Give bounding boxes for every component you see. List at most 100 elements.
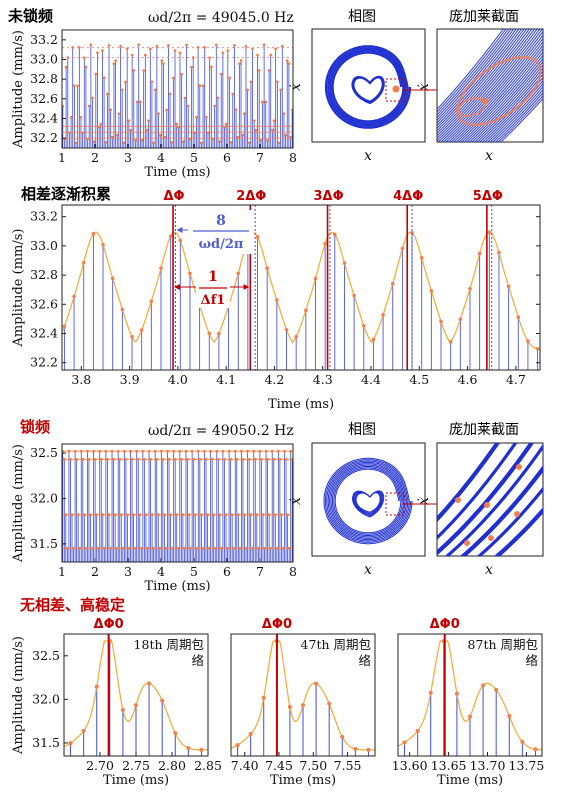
plot-area (62, 43, 293, 148)
x-tick-label: 7.45 (265, 758, 293, 773)
sample-point (199, 513, 203, 517)
poincare-point (464, 540, 470, 546)
x-tick-label: 4.4 (361, 372, 381, 387)
poincare-point (392, 85, 400, 93)
y-axis-label: Amplitude (mm/s) (11, 636, 26, 755)
sample-point (285, 59, 289, 63)
sample-point (162, 62, 165, 66)
sample-point (181, 140, 185, 143)
sample-point (221, 449, 225, 453)
sample-point (72, 84, 76, 88)
poincare-trajectory (440, 29, 541, 142)
sample-point (477, 251, 482, 256)
sample-point (390, 281, 395, 286)
sample-point (101, 513, 105, 517)
y-tick-label: 32.5 (30, 445, 58, 460)
sample-point (278, 457, 282, 461)
sample-point (173, 49, 177, 53)
phase-portrait-unlocked: xẋ (288, 28, 438, 164)
sample-point (193, 513, 197, 517)
sample-point (506, 284, 511, 289)
poincare-trajectory (437, 29, 520, 127)
sample-point (147, 119, 151, 123)
sample-point (214, 43, 218, 47)
plot-frame (230, 633, 376, 757)
sample-point (62, 104, 65, 108)
poincare-area (437, 29, 543, 142)
y-tick-label: 32.8 (30, 71, 58, 86)
poincare-trajectory (437, 29, 510, 116)
sample-point (120, 88, 124, 92)
sample-point (266, 457, 270, 461)
section-title-stable: 无相差、高稳定 (19, 596, 125, 614)
sample-point (199, 747, 204, 752)
sample-point (400, 246, 405, 251)
poincare-trajectory (497, 94, 543, 142)
sample-point (173, 457, 177, 461)
sample-point (287, 704, 292, 709)
x-tick-label: 2.80 (158, 758, 186, 773)
sample-point (218, 513, 222, 517)
sample-point (107, 513, 111, 517)
sample-point (73, 449, 77, 453)
poincare-trajectory (437, 443, 535, 556)
sample-point (78, 546, 82, 550)
sample-point (75, 457, 79, 461)
sample-point (269, 546, 273, 550)
poincare-trajectory (486, 82, 543, 142)
sample-point (109, 108, 113, 112)
sample-point (101, 49, 104, 53)
sample-point (200, 141, 203, 145)
sample-point (254, 128, 258, 132)
envelope-label: 络 (358, 653, 371, 668)
sample-point (481, 683, 486, 688)
envelope-label: 络 (525, 653, 538, 668)
phase-inner-loop (352, 76, 384, 103)
sample-point (283, 449, 287, 453)
x-tick-label: 6 (223, 150, 231, 165)
poincare-trajectory (460, 465, 543, 556)
phase-trajectory (334, 468, 402, 534)
sample-point (284, 133, 287, 137)
sample-point (231, 92, 235, 96)
sample-point (520, 739, 525, 744)
sample-point (352, 293, 356, 298)
sample-point (186, 104, 190, 108)
sample-point (99, 457, 103, 461)
poincare-point (484, 502, 490, 508)
sample-point (327, 701, 332, 706)
x-tick-label: 4.2 (264, 372, 284, 387)
sample-point (468, 286, 472, 291)
sample-point (115, 546, 119, 550)
sample-point (76, 84, 80, 88)
sample-point (149, 457, 153, 461)
sample-point (183, 96, 187, 100)
sample-point (85, 449, 89, 453)
sample-point (187, 513, 191, 517)
sample-point (188, 271, 192, 276)
sample-point (239, 449, 243, 453)
sample-point (178, 449, 182, 453)
sample-point (428, 690, 433, 695)
sample-point (145, 546, 149, 550)
sample-point (497, 250, 501, 255)
sample-point (226, 49, 230, 53)
sample-point (82, 513, 86, 517)
freq-label-locked: ωd/2π = 49050.2 Hz (148, 423, 294, 439)
sample-point (216, 96, 220, 100)
x-tick-label: 4.0 (168, 372, 188, 387)
poincare-trajectory (479, 73, 543, 142)
sample-point (88, 513, 92, 517)
sample-point (164, 546, 168, 550)
sample-point (209, 65, 213, 69)
sample-point (415, 728, 420, 733)
sample-point (157, 112, 160, 115)
x-tick-label: 3.9 (120, 372, 140, 387)
sample-point (196, 449, 200, 453)
poincare-trajectory (437, 443, 518, 541)
x-tick-label: 7.50 (299, 758, 327, 773)
sample-point (129, 449, 133, 453)
x-tick-label: 6 (223, 564, 231, 579)
sample-point (84, 65, 88, 69)
